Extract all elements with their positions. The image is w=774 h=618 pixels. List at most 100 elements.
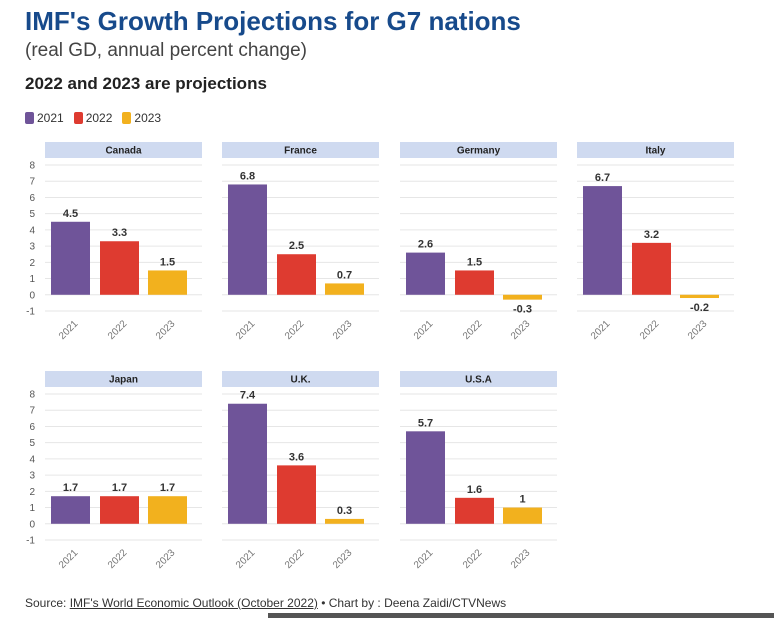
legend-item-2021[interactable]: 2021 [25, 111, 64, 125]
panel-title-u-s-a: U.S.A [465, 375, 492, 386]
bar-u-s-a-2022 [455, 497, 494, 524]
panel-header-france [222, 142, 379, 158]
chart-title: IMF's Growth Projections for G7 nations [25, 6, 521, 36]
value-label-u-s-a-2023: 1 [519, 494, 525, 506]
bar-italy-2021 [583, 186, 622, 295]
bar-italy-2022 [632, 242, 671, 295]
panel-title-italy: Italy [645, 146, 665, 157]
panel-header-canada [45, 142, 202, 158]
value-label-japan-2021: 1.7 [63, 482, 78, 494]
x-tick-label-germany-2023: 2023 [509, 318, 533, 342]
bar-u-s-a-2023 [503, 507, 542, 524]
bar-germany-2021 [406, 252, 445, 295]
bar-japan-2022 [100, 496, 139, 524]
x-tick-label-u-s-a-2021: 2021 [412, 547, 436, 571]
source-footer: Source: IMF's World Economic Outlook (Oc… [25, 596, 506, 610]
y-tick-label: 1 [29, 274, 35, 285]
bar-japan-2021 [51, 496, 90, 524]
legend: 2021 2022 2023 [25, 111, 161, 125]
legend-label-2023: 2023 [134, 111, 162, 125]
y-tick-label: 6 [29, 422, 35, 433]
panel-header-japan [45, 371, 202, 387]
bar-france-2023 [325, 283, 364, 295]
legend-item-2022[interactable]: 2022 [73, 111, 113, 125]
legend-label-2022: 2022 [85, 111, 113, 125]
y-tick-label: 0 [29, 290, 35, 301]
x-tick-label-france-2023: 2023 [331, 318, 355, 342]
x-tick-label-u-k-2021: 2021 [234, 547, 258, 571]
bar-u-k-2022 [277, 465, 316, 524]
y-tick-label: 7 [29, 177, 35, 188]
x-tick-label-france-2022: 2022 [283, 318, 307, 342]
source-link[interactable]: IMF's World Economic Outlook (October 20… [69, 596, 318, 610]
bar-u-s-a-2021 [406, 431, 445, 524]
value-label-japan-2023: 1.7 [160, 482, 175, 494]
x-tick-label-germany-2021: 2021 [412, 318, 436, 342]
bar-u-k-2021 [228, 403, 267, 524]
bar-u-k-2023 [325, 518, 364, 524]
y-tick-label: 5 [29, 209, 35, 220]
y-tick-label: 2 [29, 258, 35, 269]
source-suffix: • Chart by : Deena Zaidi/CTVNews [317, 596, 507, 610]
projection-note: 2022 and 2023 are projections [25, 74, 267, 93]
x-tick-label-italy-2023: 2023 [686, 318, 710, 342]
legend-swatch-2021 [25, 112, 34, 124]
y-tick-label: 5 [29, 438, 35, 449]
panel-title-canada: Canada [105, 146, 142, 157]
y-tick-label: 1 [29, 503, 35, 514]
chart-subtitle: (real GD, annual percent change) [25, 40, 307, 61]
panel-title-japan: Japan [109, 375, 138, 386]
y-tick-label: 7 [29, 406, 35, 417]
value-label-u-s-a-2021: 5.7 [418, 417, 433, 429]
value-label-u-k-2023: 0.3 [337, 505, 352, 517]
legend-label-2021: 2021 [37, 111, 64, 125]
y-tick-label: -1 [26, 307, 35, 318]
value-label-u-s-a-2022: 1.6 [467, 484, 482, 496]
y-tick-label: 2 [29, 487, 35, 498]
bottom-strip [268, 613, 774, 618]
bar-japan-2023 [148, 496, 187, 524]
value-label-u-k-2022: 3.6 [289, 451, 304, 463]
value-label-canada-2022: 3.3 [112, 227, 127, 239]
small-multiples-chart: Canada 8 7 6 5 4 3 2 1 0 -1 4.5 2021 3.3 2022 1.5 2023 Fr… [26, 142, 734, 571]
bar-italy-2023 [680, 294, 719, 299]
value-label-italy-2022: 3.2 [644, 229, 659, 241]
x-tick-label-japan-2022: 2022 [106, 547, 130, 571]
value-label-canada-2021: 4.5 [63, 208, 78, 220]
y-tick-label: 8 [29, 390, 35, 401]
y-tick-label: 8 [29, 161, 35, 172]
panel-header-italy [577, 142, 734, 158]
y-tick-label: 4 [29, 225, 35, 236]
x-tick-label-u-k-2022: 2022 [283, 547, 307, 571]
value-label-france-2023: 0.7 [337, 269, 352, 281]
x-tick-label-italy-2021: 2021 [589, 318, 613, 342]
x-tick-label-france-2021: 2021 [234, 318, 258, 342]
panel-header-u-k [222, 371, 379, 387]
bar-france-2021 [228, 184, 267, 295]
legend-swatch-2022 [73, 112, 83, 124]
bar-germany-2022 [455, 270, 494, 295]
x-tick-label-canada-2022: 2022 [106, 318, 130, 342]
x-tick-label-japan-2021: 2021 [57, 547, 81, 571]
panel-header-germany [400, 142, 557, 158]
value-label-canada-2023: 1.5 [160, 256, 175, 268]
bar-germany-2023 [503, 294, 542, 300]
x-tick-label-u-s-a-2023: 2023 [509, 547, 533, 571]
value-label-france-2022: 2.5 [289, 240, 304, 252]
value-label-germany-2021: 2.6 [418, 239, 433, 251]
y-tick-label: -1 [26, 536, 35, 547]
x-tick-label-germany-2022: 2022 [461, 318, 485, 342]
value-label-germany-2023: -0.3 [513, 304, 532, 316]
x-tick-label-italy-2022: 2022 [638, 318, 662, 342]
panel-header-u-s-a [400, 371, 557, 387]
y-tick-label: 6 [29, 193, 35, 204]
panel-title-germany: Germany [457, 146, 501, 157]
legend-item-2023[interactable]: 2023 [122, 111, 161, 125]
x-tick-label-canada-2021: 2021 [57, 318, 81, 342]
y-tick-label: 3 [29, 471, 35, 482]
value-label-u-k-2021: 7.4 [240, 390, 256, 402]
source-prefix: Source: [25, 596, 70, 610]
bar-canada-2021 [51, 221, 90, 295]
y-tick-label: 0 [29, 519, 35, 530]
bar-france-2022 [277, 254, 316, 295]
